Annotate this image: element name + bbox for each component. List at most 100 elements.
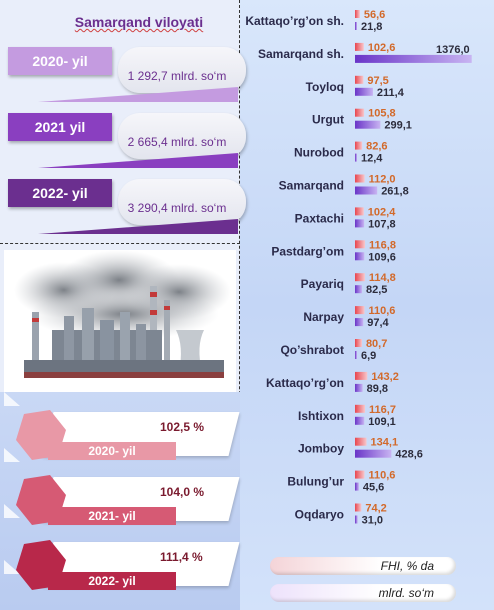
category-label: Pastdarg’om [271, 244, 344, 258]
value-label: 12,4 [361, 153, 383, 165]
legend-value: mlrd. so‘m [270, 584, 456, 602]
fhi-bar [355, 503, 362, 512]
category-label: Narpay [303, 310, 344, 324]
year-tag: 2020- yil [8, 47, 112, 75]
legend-fhi-label: FHI, % da [380, 559, 434, 573]
fhi-value-label: 56,6 [364, 9, 385, 21]
fhi-value-label: 110,6 [369, 305, 396, 317]
category-label: Samarqand [279, 179, 344, 193]
category-label: Oqdaryo [295, 508, 344, 522]
fhi-bar [355, 108, 365, 117]
value-bar [355, 87, 373, 96]
value-bar [355, 54, 472, 63]
region-title: Samarqand viloyati [74, 14, 204, 30]
right-panel [240, 0, 494, 610]
value-label: 89,8 [367, 383, 388, 395]
fhi-bar [355, 306, 365, 315]
year-value: 1 292,7 mlrd. so‘m [127, 69, 227, 83]
value-label: 109,1 [368, 416, 396, 428]
fhi-bar [355, 339, 362, 347]
year-card-2021: 2021 yil 2 665,4 mlrd. so‘m [8, 113, 246, 169]
fhi-value-label: 74,2 [365, 503, 386, 515]
fhi-value-label: 97,5 [367, 75, 388, 87]
value-bar [355, 219, 365, 228]
year-card-2020: 2020- yil 1 292,7 mlrd. so‘m [8, 47, 246, 103]
value-label: 428,6 [395, 449, 423, 461]
fhi-value-label: 112,0 [369, 174, 396, 186]
horizontal-divider [0, 243, 240, 244]
fhi-value-label: 80,7 [366, 338, 387, 350]
category-label: Kattaqo’rg’on [266, 376, 344, 390]
value-label: 6,9 [361, 350, 376, 362]
fhi-value-label: 82,6 [366, 141, 387, 153]
value-label: 107,8 [368, 218, 396, 230]
legend-fhi: FHI, % da [270, 557, 456, 575]
legend-value-label: mlrd. so‘m [378, 586, 434, 600]
growth-value: 111,4 % [160, 550, 203, 564]
year-card-2022: 2022- yil 3 290,4 mlrd. so‘m [8, 179, 246, 235]
value-bar [355, 416, 365, 425]
year-wedge [38, 87, 238, 102]
fhi-bar [355, 42, 364, 51]
year-wedge [38, 153, 238, 168]
fhi-value-label: 102,6 [368, 42, 396, 54]
fhi-value-label: 110,6 [369, 470, 396, 482]
value-label: 299,1 [384, 120, 412, 132]
category-label: Payariq [301, 277, 344, 291]
year-value-pill [118, 47, 246, 93]
fhi-value-label: 102,4 [368, 206, 396, 218]
value-bar [355, 482, 359, 491]
fhi-bar [355, 207, 364, 216]
category-label: Paxtachi [295, 211, 344, 225]
fhi-bar [355, 10, 360, 18]
value-label: 21,8 [361, 21, 382, 33]
value-bar [355, 449, 392, 458]
year-value-pill [118, 113, 246, 159]
year-tag: 2021 yil [8, 113, 112, 141]
category-label: Bulung’ur [287, 475, 344, 489]
value-bar [355, 285, 362, 294]
value-bar [355, 383, 363, 392]
value-label: 45,6 [363, 482, 384, 494]
fhi-value-label: 114,8 [369, 272, 396, 284]
growth-card-2022: 2022- yil 111,4 % [14, 538, 242, 594]
fhi-bar [355, 273, 365, 282]
growth-year: 2021- yil [48, 507, 176, 525]
year-wedge [38, 219, 238, 234]
growth-year: 2022- yil [48, 572, 176, 590]
factory-illustration [14, 250, 231, 378]
year-value: 2 665,4 mlrd. so‘m [127, 135, 227, 149]
fhi-bar [355, 404, 366, 413]
growth-year: 2020- yil [48, 442, 176, 460]
fhi-value-label: 116,8 [369, 239, 396, 251]
category-label: Qo’shrabot [280, 343, 344, 357]
fhi-bar [355, 371, 368, 380]
fhi-bar [355, 437, 367, 446]
category-label: Kattaqo’rg’on sh. [245, 14, 344, 28]
fhi-bar [355, 174, 365, 183]
fhi-value-label: 116,7 [369, 404, 396, 416]
fhi-bar [355, 141, 363, 150]
growth-value: 102,5 % [160, 420, 205, 434]
category-label: Ishtixon [298, 409, 344, 423]
value-bar [355, 252, 365, 261]
growth-value: 104,0 % [160, 485, 205, 499]
category-label: Jomboy [298, 442, 344, 456]
year-tag: 2022- yil [8, 179, 112, 207]
value-label: 109,6 [368, 251, 396, 263]
value-bar [355, 153, 357, 162]
fhi-bar [355, 240, 366, 249]
value-bar [355, 351, 357, 359]
arrow-decorations [4, 392, 20, 574]
fhi-value-label: 143,2 [371, 371, 399, 383]
value-bar [355, 186, 378, 195]
value-bar [355, 318, 364, 327]
category-label: Toyloq [306, 80, 344, 94]
value-label: 31,0 [362, 515, 383, 527]
value-label: 82,5 [366, 284, 387, 296]
growth-card-2020: 2020- yil 102,5 % [14, 408, 242, 464]
fhi-value-label: 134,1 [371, 437, 399, 449]
year-value-pill [118, 179, 246, 225]
value-bar [355, 22, 357, 30]
